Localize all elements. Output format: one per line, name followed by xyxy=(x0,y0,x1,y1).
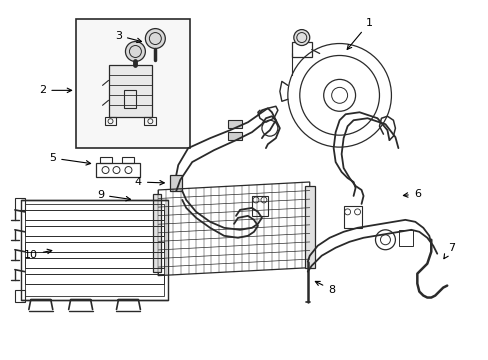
Text: 5: 5 xyxy=(49,153,90,165)
Bar xyxy=(227,132,242,140)
Bar xyxy=(227,120,242,128)
Bar xyxy=(251,196,267,216)
Text: 6: 6 xyxy=(403,189,420,199)
Bar xyxy=(76,19,190,148)
Bar xyxy=(95,163,140,177)
Text: 7: 7 xyxy=(443,243,454,259)
Bar xyxy=(25,210,164,220)
Circle shape xyxy=(125,41,145,62)
Bar xyxy=(25,258,164,268)
Bar xyxy=(124,90,136,108)
Text: 8: 8 xyxy=(315,282,335,294)
Text: 2: 2 xyxy=(39,85,71,95)
Bar xyxy=(291,41,311,58)
Bar xyxy=(25,204,164,296)
Bar xyxy=(25,274,164,284)
Bar xyxy=(108,66,152,117)
Bar xyxy=(15,289,25,302)
Bar xyxy=(399,230,412,246)
Text: 4: 4 xyxy=(135,177,164,187)
Bar xyxy=(304,186,314,268)
Text: 9: 9 xyxy=(97,190,130,201)
Bar xyxy=(104,117,116,125)
Circle shape xyxy=(145,28,165,49)
Bar xyxy=(343,206,361,228)
Bar xyxy=(170,175,182,191)
Bar xyxy=(25,242,164,252)
Text: 1: 1 xyxy=(346,18,372,49)
Bar xyxy=(144,117,156,125)
Text: 3: 3 xyxy=(115,31,141,42)
Bar xyxy=(21,200,168,300)
Bar xyxy=(25,226,164,236)
Text: 10: 10 xyxy=(24,249,52,260)
Bar xyxy=(122,157,134,163)
Bar xyxy=(15,198,25,210)
Bar xyxy=(100,157,111,163)
Bar xyxy=(153,194,161,272)
Circle shape xyxy=(293,30,309,45)
